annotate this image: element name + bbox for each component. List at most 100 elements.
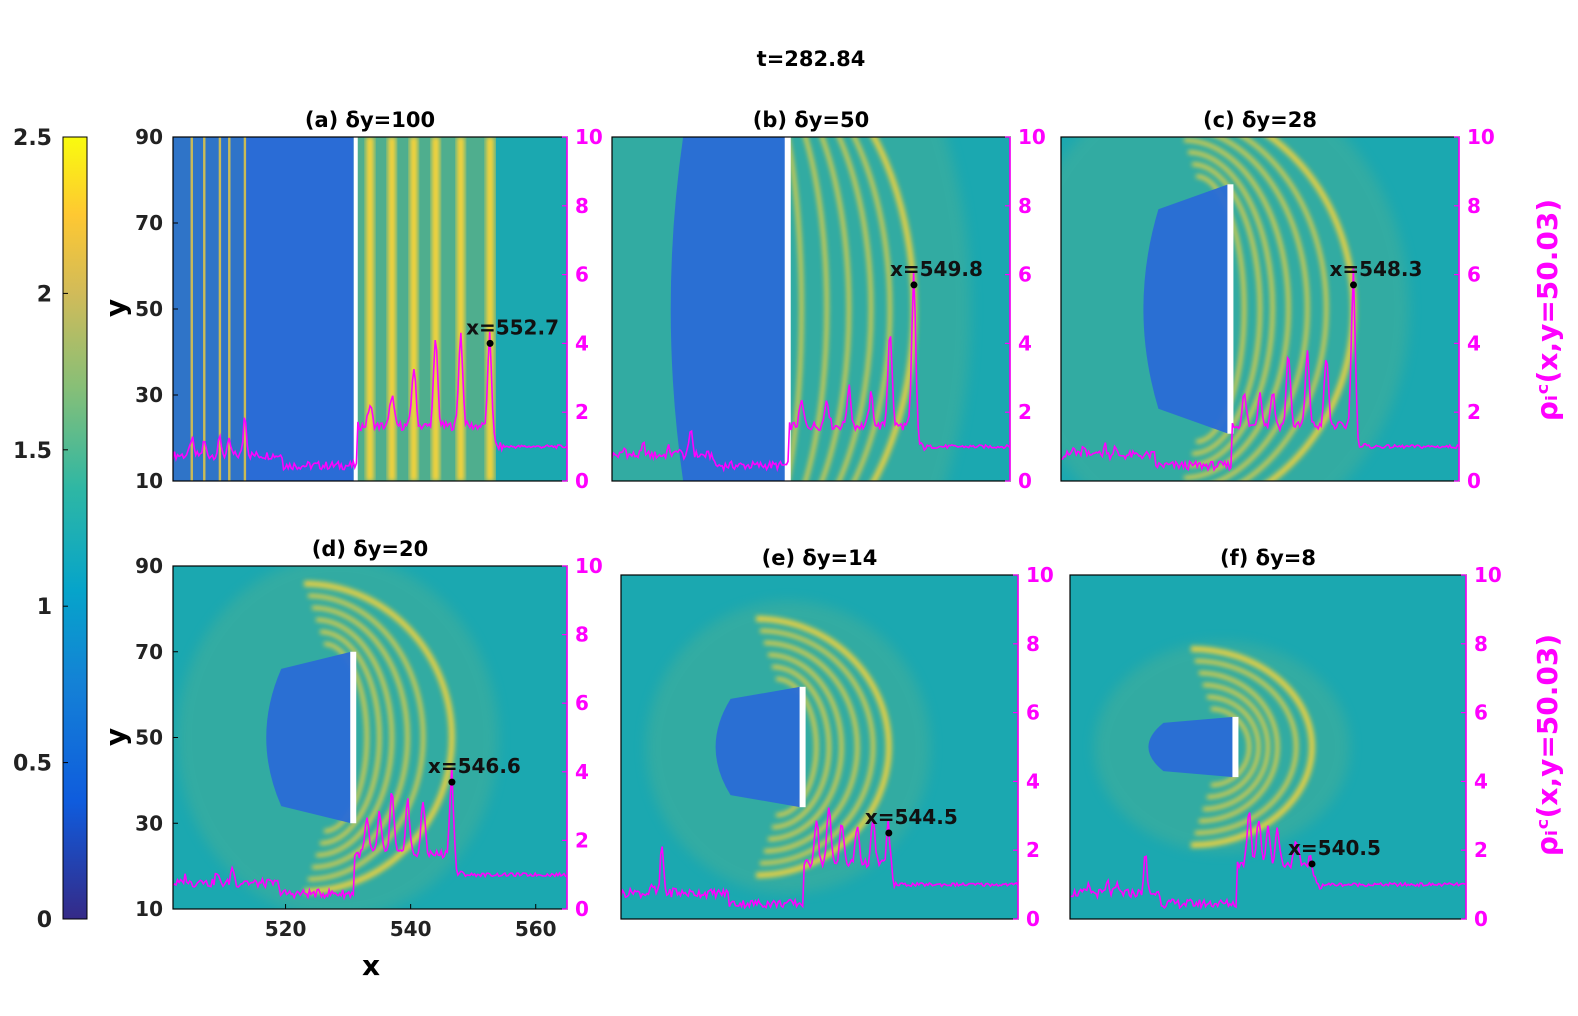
- right-axis-label-top: ρᵢᶜ(x,y=50.03): [1531, 199, 1564, 421]
- colorbar-tick-label: 2: [37, 282, 52, 307]
- heatmap-wave-arc: [320, 629, 382, 846]
- heatmap-wave-arc: [1190, 645, 1315, 849]
- heatmap-image: [612, 137, 1010, 481]
- y2-tick-label: 2: [1467, 400, 1481, 424]
- heatmap-wave-arc: [756, 615, 892, 879]
- y2-tick-label: 4: [1474, 769, 1488, 793]
- heatmap-piston: [1232, 716, 1239, 778]
- colorbar-tick-label: 0: [37, 908, 52, 933]
- x-axis-label: x: [362, 949, 380, 982]
- heatmap-wave-arc: [1188, 150, 1275, 468]
- colorbar-tick-label: 1: [37, 595, 52, 620]
- colorbar-tick-label: 2.5: [13, 126, 52, 151]
- panel-title: (a) δy=100: [305, 108, 435, 132]
- front-annotation: x=548.3: [1329, 257, 1422, 281]
- panel-title: (d) δy=20: [312, 537, 428, 561]
- heatmap-wave-arc: [1202, 682, 1270, 812]
- heatmap-wave-arc: [760, 628, 875, 866]
- density-profile: [1061, 268, 1459, 472]
- heatmap-stripe: [243, 137, 247, 481]
- heatmap-wave-front: [486, 137, 495, 481]
- heatmap-stripe: [203, 137, 206, 481]
- front-annotation: x=552.7: [466, 315, 559, 339]
- heatmap-cavity: [715, 686, 801, 808]
- panel-d: (d) δy=20 10 30 50 70 90 0 2 4 6 8 10 520 540 560 x=546…: [135, 537, 603, 941]
- y2-tick-label: 4: [1467, 331, 1481, 355]
- colorbar-tick-label: 1.5: [13, 439, 52, 464]
- heatmap-wave-front: [366, 137, 374, 481]
- heatmap-cavity: [1148, 716, 1234, 778]
- heatmap-piston: [1227, 184, 1234, 434]
- panels: (a) δy=100 10 30 50 70 90 0 2 4 6 8 10 x=552.7 (b) δy…: [135, 108, 1502, 941]
- heatmap-wave-arc: [1184, 138, 1291, 480]
- heatmap-piston: [799, 686, 806, 808]
- heatmap-wave-arc: [852, 137, 892, 481]
- heatmap-piston: [784, 137, 791, 481]
- x-tick-label: 520: [265, 917, 307, 941]
- y2-tick-label: 4: [575, 331, 589, 355]
- heatmap-wave-arc: [1194, 658, 1299, 836]
- y2-tick-label: 0: [1026, 907, 1040, 931]
- heatmap-wave-arc: [316, 617, 394, 858]
- y-tick-label: 70: [135, 211, 163, 235]
- heatmap-wave-arc: [1210, 706, 1252, 788]
- y-tick-label: 30: [135, 383, 163, 407]
- y2-tick-label: 8: [575, 194, 589, 218]
- y2-tick-label: 10: [1467, 125, 1495, 149]
- y2-tick-label: 10: [1026, 563, 1054, 587]
- heatmap-wave-arc: [836, 137, 874, 481]
- heatmap-piston: [353, 137, 358, 481]
- colorbar-gradient: [62, 136, 88, 920]
- y2-tick-label: 8: [575, 623, 589, 647]
- x-tick-label: 560: [515, 917, 557, 941]
- front-annotation: x=540.5: [1288, 836, 1381, 860]
- y2-tick-label: 10: [575, 554, 603, 578]
- heatmap-wave-arc: [1239, 137, 1329, 481]
- front-annotation: x=549.8: [890, 257, 983, 281]
- y2-tick-label: 6: [575, 263, 589, 287]
- y2-tick-label: 0: [1018, 469, 1032, 493]
- heatmap-wave-arc: [772, 664, 831, 830]
- heatmap-wave-arc: [768, 652, 844, 842]
- y2-tick-label: 2: [1018, 400, 1032, 424]
- heatmap-cavity: [244, 137, 354, 481]
- heatmap-wave-front: [409, 137, 418, 481]
- y-tick-label: 70: [135, 640, 163, 664]
- density-profile: [173, 767, 567, 901]
- y2-tick-label: 0: [1474, 907, 1488, 931]
- panel-title: (f) δy=8: [1220, 546, 1316, 570]
- heatmap-image: [621, 575, 1018, 919]
- y2-tick-label: 10: [1474, 563, 1502, 587]
- heatmap-wave-arc: [304, 580, 455, 895]
- panel-title: (c) δy=28: [1203, 108, 1317, 132]
- y2-tick-label: 4: [1018, 331, 1032, 355]
- heatmap-piston: [350, 651, 357, 824]
- density-profile: [1070, 812, 1466, 911]
- y2-tick-label: 2: [1474, 838, 1488, 862]
- y-tick-label: 10: [135, 469, 163, 493]
- heatmap-image: [173, 566, 567, 909]
- y2-tick-label: 2: [575, 828, 589, 852]
- y2-tick-label: 10: [1018, 125, 1046, 149]
- panel-a: (a) δy=100 10 30 50 70 90 0 2 4 6 8 10 x=552.7: [135, 108, 603, 493]
- front-marker: [1308, 860, 1316, 868]
- heatmap-wave-arc: [870, 137, 917, 481]
- heatmap-wave-arc: [1192, 162, 1262, 456]
- y2-tick-label: 8: [1467, 194, 1481, 218]
- y2-tick-label: 8: [1026, 632, 1040, 656]
- heatmap-image: [1061, 137, 1459, 481]
- front-marker: [486, 339, 494, 347]
- y2-tick-label: 10: [575, 125, 603, 149]
- y2-tick-label: 0: [1467, 469, 1481, 493]
- heatmap-cavity: [266, 651, 352, 824]
- colorbar: 0 0.5 1 1.5 2 2.5: [13, 126, 88, 933]
- heatmap-wave-arc: [785, 137, 804, 481]
- panel-title: (b) δy=50: [753, 108, 869, 132]
- x-tick-label: 540: [390, 917, 432, 941]
- front-annotation: x=544.5: [865, 805, 958, 829]
- panel-e: (e) δy=14 0 2 4 6 8 10 x=544.5: [620, 546, 1054, 931]
- y2-tick-label: 6: [1018, 263, 1032, 287]
- heatmap-image: [173, 137, 567, 481]
- heatmap-wave-arc: [308, 593, 426, 882]
